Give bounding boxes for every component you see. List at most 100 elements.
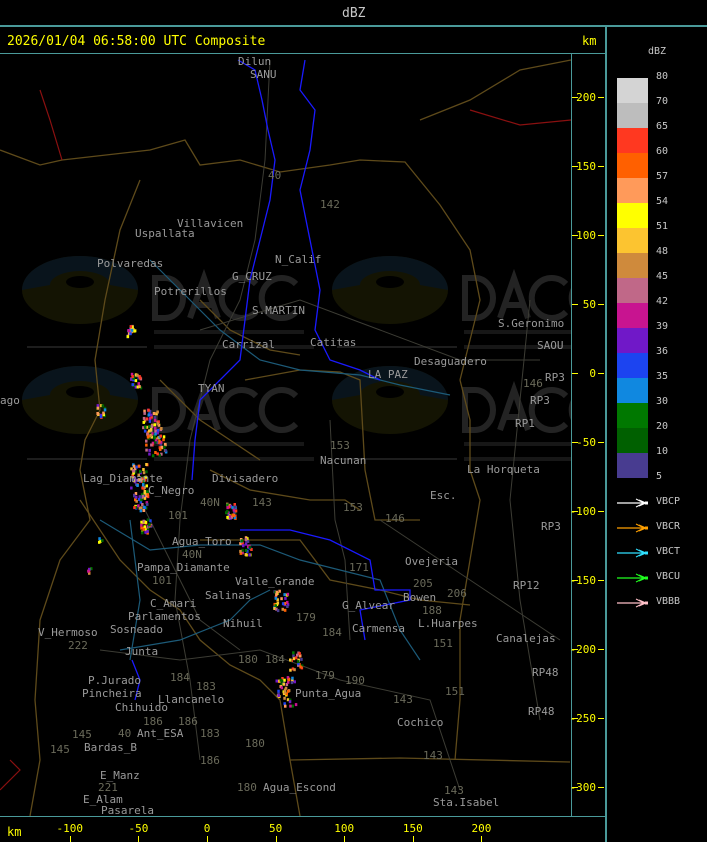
y-tick [598, 235, 604, 236]
echo-cell [139, 470, 142, 474]
echo-cell [283, 608, 287, 612]
legend-value: 45 [656, 271, 669, 282]
echo-cell [141, 494, 145, 498]
department-border [289, 757, 571, 763]
legend-swatch [617, 253, 648, 278]
y-tick [572, 718, 578, 719]
echo-cell [153, 416, 157, 420]
y-tick [572, 235, 578, 236]
echo-cell [286, 592, 290, 596]
echo-cell [163, 445, 166, 449]
echo-cell [139, 386, 143, 390]
legend-value: 10 [656, 446, 669, 457]
echo-cell [96, 406, 100, 410]
echo-cell [148, 452, 151, 456]
echo-cell [246, 549, 249, 553]
echo-cell [160, 452, 163, 456]
echo-cell [281, 602, 285, 606]
echo-cell [230, 515, 233, 519]
echo-cell [137, 464, 141, 468]
y-tick-label: -150 [569, 574, 597, 587]
echo-cell [147, 524, 150, 528]
radar-map[interactable] [0, 54, 571, 816]
echo-cell [241, 541, 244, 545]
echo-cell [144, 520, 148, 524]
echo-cell [280, 597, 283, 601]
echo-cell [146, 531, 149, 535]
echo-cell [158, 453, 161, 457]
echo-cell [149, 428, 153, 432]
echo-cell [88, 571, 91, 575]
echo-cell [132, 464, 136, 468]
x-tick-label: 50 [268, 822, 283, 835]
echo-cell [283, 602, 287, 605]
echo-cell [148, 448, 151, 452]
echo-cell [274, 590, 277, 594]
echo-cell [130, 467, 133, 471]
department-border [79, 499, 301, 816]
echo-cell [140, 523, 143, 527]
echo-cell [241, 548, 244, 552]
echo-cell [131, 325, 134, 329]
canal [131, 659, 141, 701]
echo-cell [239, 551, 243, 555]
x-tick [275, 836, 277, 842]
echo-cell [149, 434, 153, 437]
y-tick-label: 50 [582, 298, 596, 311]
echo-cell [143, 411, 146, 415]
echo-cell [279, 678, 283, 682]
echo-cell [134, 498, 137, 502]
echo-cell [143, 478, 147, 482]
echo-cell [300, 657, 303, 661]
echo-cell [234, 509, 238, 513]
x-tick-label: -100 [56, 822, 84, 835]
province-border [469, 109, 571, 126]
echo-cell [286, 676, 290, 680]
radar-arrow-icon [617, 598, 648, 608]
echo-cell [241, 551, 244, 555]
echo-cell [144, 528, 148, 532]
x-axis: km -100 -50 0 50 100 150 200 [0, 816, 605, 842]
radar-name: VBCP [656, 496, 681, 507]
legend-swatch [617, 178, 648, 203]
echo-cell [250, 548, 253, 551]
echo-cell [283, 696, 286, 700]
y-tick [598, 97, 604, 98]
road [379, 519, 561, 641]
echo-cell [280, 686, 283, 690]
echo-cell [159, 442, 162, 446]
radar-arrow-icon [617, 523, 648, 533]
watermark-brand-mark [152, 268, 299, 321]
watermark-url-mark [337, 346, 457, 348]
echo-cell [233, 516, 237, 520]
echo-cell [103, 408, 107, 412]
echo-cell [138, 375, 141, 378]
echo-cell [233, 503, 236, 506]
echo-cell [275, 607, 278, 611]
echo-cell [278, 589, 281, 593]
echo-cell [232, 514, 236, 518]
echo-cell [162, 438, 165, 442]
echo-cell [292, 657, 296, 661]
echo-cell [297, 662, 300, 666]
echo-cell [291, 667, 295, 671]
echo-cell [284, 686, 288, 690]
echo-cell [283, 688, 287, 692]
echo-cell [285, 683, 289, 686]
echo-cell [146, 432, 149, 436]
echo-cell [288, 698, 292, 702]
echo-cell [226, 509, 229, 513]
y-tick [572, 442, 578, 443]
echo-cell [159, 440, 163, 444]
canal [240, 529, 411, 641]
echo-cell [148, 419, 152, 423]
echo-cell [127, 329, 130, 332]
echo-cell [281, 607, 284, 611]
echo-cell [146, 490, 149, 494]
echo-cell [129, 325, 133, 329]
watermark-line2-mark [154, 457, 314, 461]
echo-cell [146, 518, 150, 522]
echo-cell [143, 491, 147, 495]
legend-unit: dBZ [648, 46, 667, 57]
echo-cell [282, 690, 285, 694]
